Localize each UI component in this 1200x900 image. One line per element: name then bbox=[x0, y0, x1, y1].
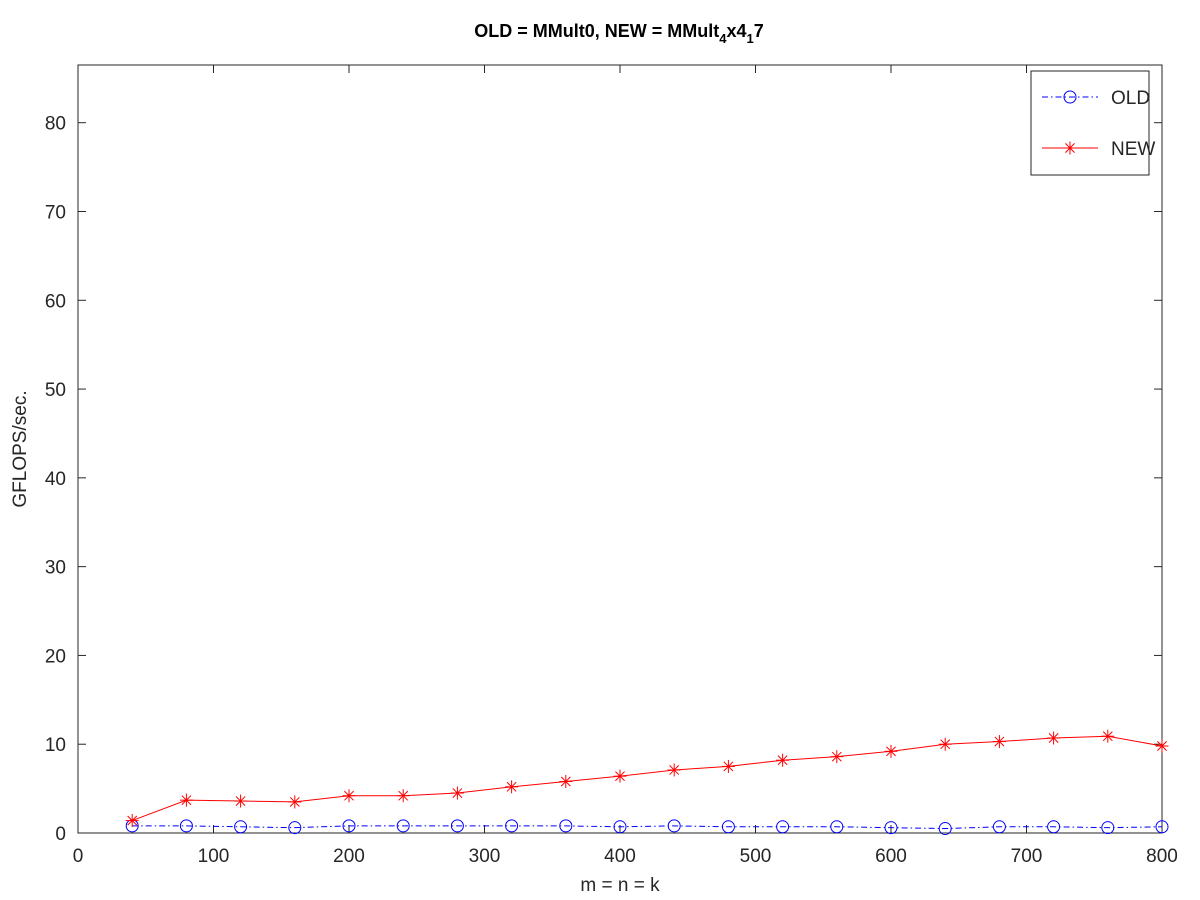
data-point-new bbox=[613, 769, 627, 783]
legend-new-label: NEW bbox=[1111, 139, 1155, 160]
x-tick-label: 600 bbox=[875, 846, 907, 867]
data-point-new bbox=[884, 744, 898, 758]
x-tick-label: 700 bbox=[1011, 846, 1043, 867]
asterisk-marker bbox=[1063, 141, 1077, 155]
data-point-old bbox=[1101, 821, 1115, 835]
series-line-old bbox=[132, 825, 1163, 830]
y-tick-label: 60 bbox=[45, 291, 66, 312]
data-point-new bbox=[288, 795, 302, 809]
x-tick-label: 400 bbox=[604, 846, 636, 867]
legend-old-marker bbox=[1063, 90, 1077, 104]
chart-title-end: 7 bbox=[754, 21, 764, 41]
data-point-new bbox=[830, 750, 844, 764]
x-tick-label: 200 bbox=[333, 846, 365, 867]
series-line-new bbox=[132, 735, 1163, 822]
chart-title-subscript-1: 4 bbox=[719, 31, 727, 46]
y-axis-label: GFLOPS/sec. bbox=[10, 390, 31, 507]
x-tick-label: 800 bbox=[1146, 846, 1178, 867]
series-layer bbox=[125, 729, 1169, 836]
data-point-old bbox=[396, 819, 410, 833]
x-tick-label: 0 bbox=[73, 846, 84, 867]
data-point-new bbox=[992, 735, 1006, 749]
data-point-new bbox=[1047, 731, 1061, 745]
data-point-new bbox=[505, 780, 519, 794]
legend-box bbox=[1030, 70, 1150, 176]
data-point-new bbox=[179, 793, 193, 807]
y-tick-label: 30 bbox=[45, 558, 66, 579]
y-tick-label: 70 bbox=[45, 202, 66, 223]
data-point-new bbox=[667, 763, 681, 777]
data-point-old bbox=[1047, 820, 1061, 834]
data-point-old bbox=[938, 822, 952, 836]
data-point-old bbox=[884, 821, 898, 835]
y-tick-label: 10 bbox=[45, 735, 66, 756]
data-point-old bbox=[613, 820, 627, 834]
data-point-new bbox=[721, 759, 735, 773]
chart-title: OLD = MMult0, NEW = MMult4x417 bbox=[474, 21, 764, 46]
legend: OLD NEW bbox=[1030, 70, 1155, 176]
data-point-new bbox=[1155, 739, 1169, 753]
y-axis-ticks: 0 10 20 30 40 50 60 70 80 bbox=[45, 114, 1162, 845]
y-tick-label: 50 bbox=[45, 380, 66, 401]
data-point-old bbox=[342, 819, 356, 833]
data-point-old bbox=[179, 819, 193, 833]
data-point-old bbox=[1155, 820, 1169, 834]
x-axis-label: m = n = k bbox=[580, 875, 660, 896]
chart-title-subscript-2: 1 bbox=[747, 31, 754, 46]
data-point-old bbox=[288, 821, 302, 835]
data-point-old bbox=[505, 819, 519, 833]
x-tick-label: 300 bbox=[469, 846, 501, 867]
data-point-new bbox=[938, 737, 952, 751]
data-point-old bbox=[559, 819, 573, 833]
data-point-new bbox=[776, 753, 790, 767]
y-tick-label: 40 bbox=[45, 469, 66, 490]
data-point-old bbox=[992, 820, 1006, 834]
data-point-new bbox=[125, 814, 139, 828]
plot-area bbox=[77, 64, 1163, 834]
chart-title-main: OLD = MMult0, NEW = MMult bbox=[474, 21, 719, 41]
data-point-new bbox=[234, 794, 248, 808]
y-tick-label: 20 bbox=[45, 646, 66, 667]
data-point-old bbox=[450, 819, 464, 833]
data-point-old bbox=[776, 820, 790, 834]
data-point-new bbox=[342, 789, 356, 803]
legend-new-marker bbox=[1063, 141, 1077, 155]
y-tick-label: 80 bbox=[45, 114, 66, 135]
data-point-new bbox=[450, 786, 464, 800]
y-tick-label: 0 bbox=[55, 824, 66, 845]
data-point-old bbox=[667, 819, 681, 833]
x-axis-ticks: 0 100 200 300 400 500 600 700 800 bbox=[73, 65, 1178, 867]
series-old bbox=[125, 819, 1169, 836]
data-point-new bbox=[396, 789, 410, 803]
x-tick-label: 100 bbox=[198, 846, 230, 867]
data-point-new bbox=[1101, 729, 1115, 743]
data-point-new bbox=[559, 775, 573, 789]
data-point-old bbox=[830, 820, 844, 834]
legend-old-label: OLD bbox=[1111, 88, 1150, 109]
data-point-old bbox=[234, 820, 248, 834]
data-point-old bbox=[721, 820, 735, 834]
x-tick-label: 500 bbox=[740, 846, 772, 867]
series-new bbox=[125, 729, 1169, 828]
chart-title-mid: x4 bbox=[726, 21, 746, 41]
